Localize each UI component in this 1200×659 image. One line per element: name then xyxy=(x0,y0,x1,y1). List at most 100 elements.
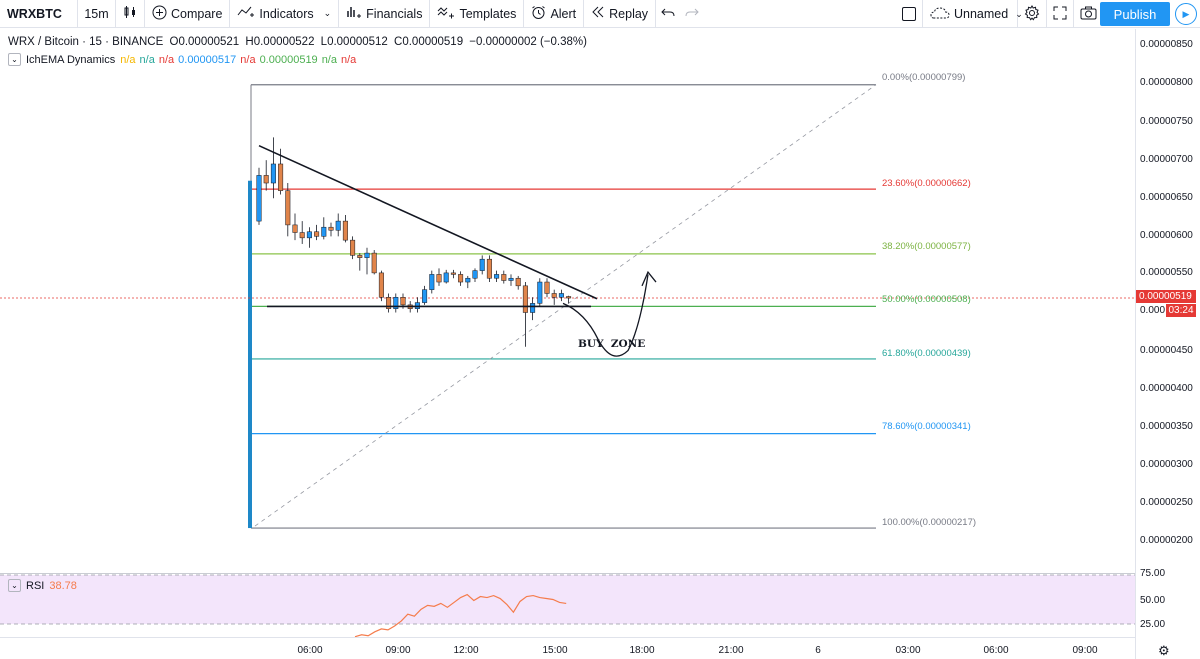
snapshot-button[interactable] xyxy=(1074,0,1103,28)
compare-button[interactable]: Compare xyxy=(145,0,231,28)
time-tick: 09:00 xyxy=(1072,645,1098,656)
candle-body xyxy=(378,272,384,298)
templates-button[interactable]: Templates xyxy=(430,0,525,28)
last-price-label: 0.00000519 xyxy=(1136,290,1196,303)
collapse-chevron-icon[interactable]: ⌄ xyxy=(8,53,21,66)
price-tick: 0.00000850 xyxy=(1140,39,1193,50)
rsi-band xyxy=(0,575,1135,624)
indicator-value-6: 0.00000519 xyxy=(259,53,318,66)
price-tick: 0.00000350 xyxy=(1140,421,1193,432)
price-tick: 0.00000650 xyxy=(1140,192,1193,203)
symbol-search-button[interactable]: WRXBTC xyxy=(0,0,78,28)
play-icon[interactable]: ▶ xyxy=(1175,3,1197,25)
rsi-pane[interactable] xyxy=(0,573,1135,637)
indicators-icon xyxy=(237,5,255,22)
indicator-value-5: n/a xyxy=(240,53,256,66)
redo-button[interactable] xyxy=(680,0,704,28)
rewind-icon xyxy=(591,6,605,21)
candle-body xyxy=(544,281,550,294)
undo-button[interactable] xyxy=(656,0,680,28)
candle-body xyxy=(436,274,442,283)
price-tick: 0.00000250 xyxy=(1140,497,1193,508)
projected-path xyxy=(562,274,649,357)
time-tick: 12:00 xyxy=(453,645,479,656)
legend-change: −0.00000002 (−0.38%) xyxy=(469,36,587,48)
settings-button[interactable] xyxy=(1018,0,1047,28)
price-tick: 0.00000700 xyxy=(1140,154,1193,165)
candle-body xyxy=(522,285,528,313)
indicators-button[interactable]: Indicators ⌄ xyxy=(230,0,340,28)
bar-countdown-label: 03:24 xyxy=(1166,304,1196,317)
indicator-name: IchEMA Dynamics xyxy=(26,53,116,66)
time-tick: 09:00 xyxy=(385,645,411,656)
rsi-value: 38.78 xyxy=(49,579,77,592)
price-tick: 0.00000300 xyxy=(1140,459,1193,470)
price-chart-svg[interactable] xyxy=(0,29,1135,571)
main-chart-pane[interactable] xyxy=(0,29,1135,571)
indicator-value-3: n/a xyxy=(158,53,175,66)
legend-open: O0.00000521 xyxy=(169,36,240,48)
layout-name: Unnamed xyxy=(954,7,1009,21)
indicator-value-7: n/a xyxy=(321,53,337,66)
rsi-legend: ⌄ RSI 38.78 xyxy=(8,579,77,592)
publish-button[interactable]: Publish xyxy=(1100,2,1170,26)
candle-body xyxy=(256,175,262,222)
time-tick: 21:00 xyxy=(718,645,744,656)
time-tick: 03:00 xyxy=(895,645,921,656)
alert-button[interactable]: Alert xyxy=(524,0,585,28)
symbol-legend: WRX / Bitcoin · 15 · BINANCE O0.00000521… xyxy=(8,36,587,48)
redo-icon xyxy=(685,6,699,21)
candle-body xyxy=(386,297,392,309)
replay-button[interactable]: Replay xyxy=(584,0,657,28)
fullscreen-toggle[interactable] xyxy=(896,0,923,28)
time-axis[interactable] xyxy=(0,637,1135,659)
candle-body xyxy=(400,297,406,306)
candle-body xyxy=(530,303,536,313)
candle-body xyxy=(508,277,514,281)
rsi-line xyxy=(354,593,567,637)
templates-icon xyxy=(437,5,455,22)
legend-high: H0.00000522 xyxy=(245,36,315,48)
undo-icon xyxy=(661,6,675,21)
price-tick: 0.00000800 xyxy=(1140,77,1193,88)
candle-body xyxy=(494,274,500,279)
candles-icon xyxy=(123,5,137,22)
candle-body xyxy=(321,226,327,237)
fib-label-786: 78.60%(0.00000341) xyxy=(882,421,971,432)
candle-body xyxy=(429,274,435,290)
candle-body xyxy=(299,232,305,239)
gear-icon xyxy=(1024,4,1040,24)
indicator-value-4: 0.00000517 xyxy=(178,53,237,66)
fib-label-382: 38.20%(0.00000577) xyxy=(882,241,971,252)
replay-label: Replay xyxy=(609,6,649,21)
indicator-value-2: n/a xyxy=(139,53,155,66)
first-bar-marker xyxy=(248,180,252,529)
candle-body xyxy=(314,231,320,237)
collapse-chevron-icon[interactable]: ⌄ xyxy=(8,579,21,592)
expand-icon xyxy=(1053,6,1067,23)
layout-name-button[interactable]: Unnamed ⌄ xyxy=(923,0,1023,28)
price-tick: 0.00000750 xyxy=(1140,116,1193,127)
rsi-chart-svg[interactable] xyxy=(0,574,1135,637)
chart-style-button[interactable] xyxy=(116,0,145,28)
candle-body xyxy=(270,163,276,184)
rsi-tick: 50.00 xyxy=(1140,595,1166,606)
candle-body xyxy=(292,224,298,233)
fib-label-236: 23.60%(0.00000662) xyxy=(882,178,971,189)
candle-body xyxy=(458,274,464,283)
expand-button[interactable] xyxy=(1047,0,1074,28)
fib-label-50: 50.00%(0.00000508) xyxy=(882,294,971,305)
price-tick: 0.00000550 xyxy=(1140,267,1193,278)
indicator-value-8: n/a xyxy=(340,53,357,66)
chevron-down-icon: ⌄ xyxy=(1015,8,1023,19)
buy-zone-annotation[interactable]: BUY ZONE xyxy=(578,338,646,350)
financials-button[interactable]: Financials xyxy=(339,0,431,28)
price-axis[interactable] xyxy=(1135,29,1200,659)
interval-button[interactable]: 15m xyxy=(78,0,116,28)
axis-settings-button[interactable]: ⚙ xyxy=(1158,643,1170,659)
candle-body xyxy=(515,277,521,287)
fib-label-100: 100.00%(0.00000217) xyxy=(882,517,977,528)
candle-body xyxy=(357,255,363,258)
candle-body xyxy=(479,258,485,271)
fib-trend-line xyxy=(254,84,877,527)
